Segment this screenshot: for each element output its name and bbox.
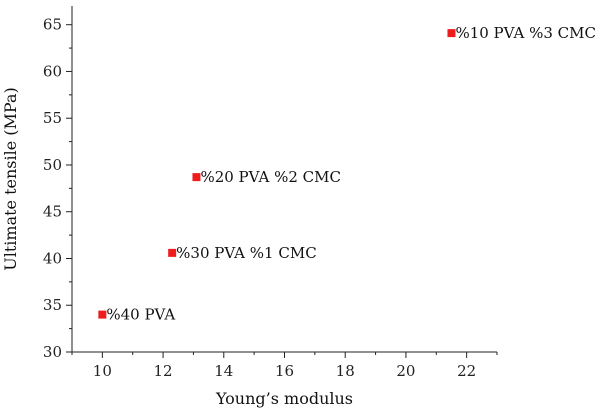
x-tick-label: 18 [336,362,355,380]
data-point-label: %20 PVA %2 CMC [200,168,341,186]
y-tick-label: 65 [43,16,62,34]
y-axis-title: Ultimate tensile (MPa) [1,87,20,271]
data-point-label: %30 PVA %1 CMC [176,244,317,262]
x-tick-label: 10 [93,362,112,380]
y-tick-label: 60 [43,62,62,80]
y-ticks: 30 35 40 45 50 55 60 65 [43,16,72,361]
y-tick-label: 50 [43,156,62,174]
data-point [447,29,456,38]
data-point [192,173,201,182]
x-tick-label: 14 [214,362,233,380]
data-point [98,310,107,319]
y-tick-label: 35 [43,296,62,314]
data-point-label: %40 PVA [106,306,175,324]
data-points: %40 PVA %30 PVA %1 CMC %20 PVA %2 CMC %10 P… [98,24,596,324]
y-tick-label: 30 [43,343,62,361]
y-tick-label: 40 [43,249,62,267]
x-axis-title: Young’s modulus [215,389,353,408]
x-tick-label: 12 [154,362,173,380]
data-point-label: %10 PVA %3 CMC [455,24,596,42]
x-tick-label: 16 [275,362,294,380]
y-tick-label: 55 [43,109,62,127]
y-tick-label: 45 [43,203,62,221]
data-point [168,248,177,257]
x-tick-label: 22 [457,362,476,380]
x-tick-label: 20 [396,362,415,380]
x-ticks: 10 12 14 16 18 20 22 [71,352,498,380]
